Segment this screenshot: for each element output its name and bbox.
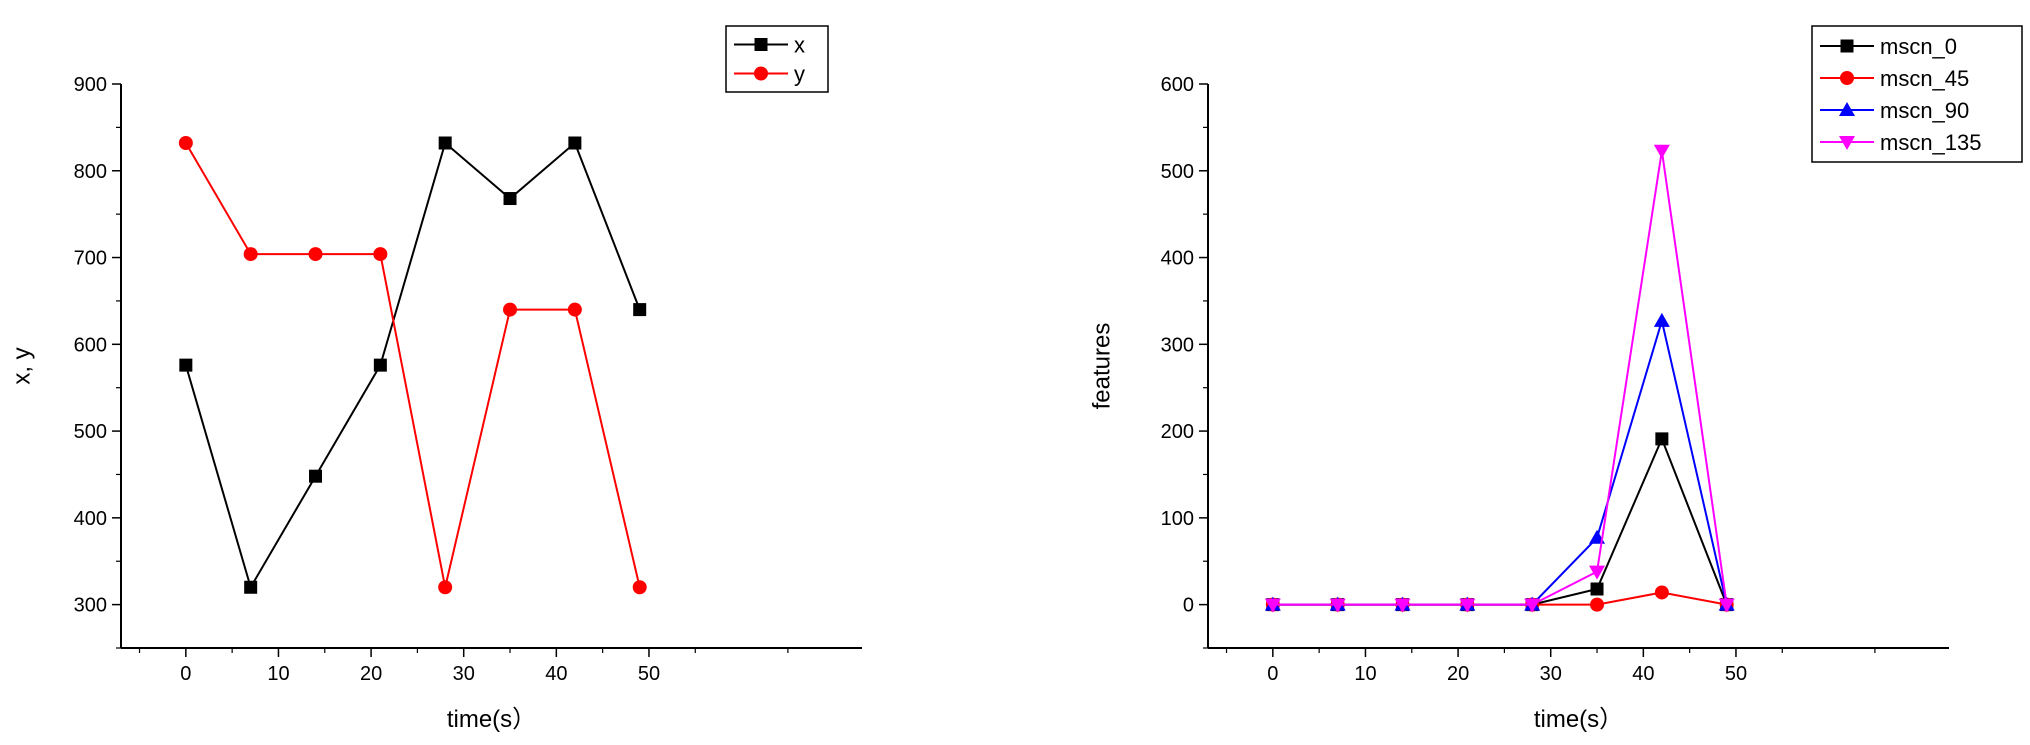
y-tick-label: 400 xyxy=(1161,248,1194,270)
series-mscn_135 xyxy=(1264,144,1735,613)
y-tick-label: 500 xyxy=(1161,161,1194,183)
y-tick-label: 300 xyxy=(1161,334,1194,356)
y-tick-label: 900 xyxy=(74,74,107,96)
chart-1: 0 10 20 30 40 50 300 400 500 600 700 800 900 time(s） x… xyxy=(9,25,862,733)
chart-2: 0 10 20 30 40 500100200300400500600time(s）fea… xyxy=(1089,25,2023,733)
data-point xyxy=(1329,598,1346,613)
series-mscn_90 xyxy=(1264,312,1735,611)
x-tick-label: 50 xyxy=(638,663,660,685)
legend-label: x xyxy=(794,33,805,58)
legend-box xyxy=(725,25,829,93)
data-point xyxy=(503,302,518,317)
data-point xyxy=(1654,585,1669,600)
data-point xyxy=(1718,598,1735,613)
x-tick-label: 40 xyxy=(545,663,567,685)
x-tick-label: 10 xyxy=(1354,663,1376,685)
data-point xyxy=(1590,597,1605,612)
y-tick-label: 100 xyxy=(1161,508,1194,530)
data-point xyxy=(567,302,582,317)
x-tick-label: 30 xyxy=(453,663,475,685)
data-point xyxy=(1589,565,1606,580)
data-point xyxy=(632,580,647,595)
data-point xyxy=(308,247,323,262)
legend-label: mscn_135 xyxy=(1880,130,1982,155)
x-tick-label: 20 xyxy=(1447,663,1469,685)
y-axis-label: x, y xyxy=(9,347,36,384)
data-point xyxy=(309,469,323,483)
data-point xyxy=(1653,144,1670,159)
legend: xy xyxy=(725,25,829,93)
data-point xyxy=(503,192,517,206)
legend-marker xyxy=(754,66,768,81)
legend-marker xyxy=(754,38,768,51)
x-tick-label: 20 xyxy=(360,663,382,685)
data-point xyxy=(1459,598,1476,613)
data-point xyxy=(373,247,388,262)
data-point xyxy=(568,136,582,150)
y-axis-label: features xyxy=(1089,323,1116,410)
y-tick-label: 600 xyxy=(74,334,107,356)
data-point xyxy=(373,358,387,372)
x-tick-label: 50 xyxy=(1725,663,1747,685)
x-tick-label: 40 xyxy=(1632,663,1654,685)
y-tick-label: 700 xyxy=(74,248,107,270)
series-line xyxy=(184,142,641,588)
x-tick-label: 10 xyxy=(267,663,289,685)
data-point xyxy=(1590,582,1604,596)
data-point xyxy=(1394,598,1411,613)
legend-marker xyxy=(1839,136,1855,150)
y-tick-label: 400 xyxy=(74,508,107,530)
data-point xyxy=(633,303,647,317)
data-point xyxy=(243,247,258,262)
y-tick-label: 200 xyxy=(1161,421,1194,443)
x-tick-label: 0 xyxy=(180,663,191,685)
series-x xyxy=(179,136,647,594)
y-tick-label: 300 xyxy=(74,595,107,617)
series-line xyxy=(184,141,641,590)
data-point xyxy=(438,136,452,150)
data-point xyxy=(178,136,193,151)
y-tick-label: 600 xyxy=(1161,74,1194,96)
data-point xyxy=(179,358,193,372)
x-tick-label: 0 xyxy=(1267,663,1278,685)
data-point xyxy=(1653,312,1670,327)
data-point xyxy=(244,580,258,594)
series-line xyxy=(1272,150,1728,606)
series-y xyxy=(178,136,647,595)
legend: mscn_0 mscn_45 mscn_90 mscn_135 xyxy=(1811,25,2023,163)
x-tick-label: 30 xyxy=(1540,663,1562,685)
data-point xyxy=(1655,432,1669,446)
y-tick-label: 800 xyxy=(74,161,107,183)
legend-marker xyxy=(1840,71,1854,85)
data-point xyxy=(1264,598,1281,613)
legend-label: mscn_0 xyxy=(1880,34,1957,59)
legend-label: mscn_90 xyxy=(1880,98,1969,123)
y-tick-label: 500 xyxy=(74,421,107,443)
legend-label: y xyxy=(794,62,805,87)
x-axis-label: time(s） xyxy=(447,706,536,733)
x-axis-label: time(s） xyxy=(1534,706,1623,733)
legend-marker xyxy=(1840,39,1854,53)
data-point xyxy=(1524,598,1541,613)
y-tick-label: 0 xyxy=(1183,595,1194,617)
series-mscn_0 xyxy=(1266,432,1734,612)
legend-marker xyxy=(1839,102,1855,116)
series-line xyxy=(1272,316,1728,606)
series-line xyxy=(1272,436,1728,606)
legend-label: mscn_45 xyxy=(1880,66,1969,91)
data-point xyxy=(438,580,453,595)
